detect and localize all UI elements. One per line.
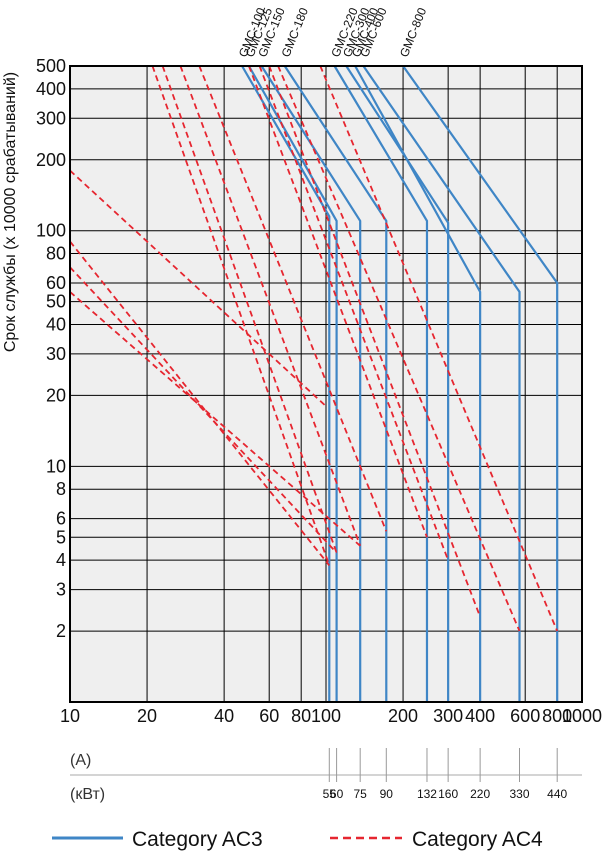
ac3-curve-gmc-800 <box>402 65 559 702</box>
x-tick-label: 800 <box>542 706 572 726</box>
y-tick-label: 10 <box>46 456 66 476</box>
ac4-curve-lower-1 <box>69 169 327 407</box>
ac3-curve-gmc-125 <box>247 65 338 702</box>
x-tick-label: 300 <box>433 706 463 726</box>
x-tick-label: 40 <box>214 706 234 726</box>
kw-tick-label: 90 <box>380 787 394 801</box>
ac4-curve-upper-gmc-125 <box>161 65 338 554</box>
x-tick-label: 80 <box>291 706 311 726</box>
kw-tick-label: 75 <box>354 787 368 801</box>
current-scale-label-kw: (кВт) <box>70 786 105 803</box>
y-axis-label: Срок службы (x 10000 срабатываний) <box>2 72 19 352</box>
y-tick-label: 200 <box>36 150 66 170</box>
ac3-curve-gmc-400 <box>354 65 482 702</box>
x-tick-label: 60 <box>259 706 279 726</box>
kw-tick-label: 160 <box>438 787 458 801</box>
y-tick-label: 100 <box>36 221 66 241</box>
ac4-curve-upper-gmc-300 <box>258 65 449 561</box>
kw-tick-label: 132 <box>417 787 437 801</box>
x-tick-label: 200 <box>388 706 418 726</box>
kw-tick-label: 440 <box>547 787 567 801</box>
ac4-curve-upper-gmc-800 <box>319 65 559 632</box>
y-tick-label: 60 <box>46 273 66 293</box>
ac4-curve-lower-3 <box>69 266 338 554</box>
ac4-curve-upper-gmc-600 <box>277 65 521 632</box>
kw-tick-label: 60 <box>330 787 344 801</box>
x-tick-label: 400 <box>465 706 495 726</box>
y-tick-label: 5 <box>56 527 66 547</box>
kw-tick-label: 55 <box>323 787 337 801</box>
y-tick-label: 8 <box>56 479 66 499</box>
x-tick-label: 20 <box>137 706 157 726</box>
ac4-curve-upper-gmc-220 <box>248 65 428 538</box>
y-tick-label: 50 <box>46 292 66 312</box>
ac3-curve-gmc-220 <box>333 65 429 702</box>
y-tick-label: 4 <box>56 550 66 570</box>
ac4-curve-upper-gmc-100 <box>151 65 331 566</box>
legend: Category AC3 Category AC4 <box>52 828 543 851</box>
legend-ac4-label: Category AC4 <box>412 828 543 851</box>
y-tick-label: 400 <box>36 79 66 99</box>
ac3-curve-gmc-180 <box>283 65 388 702</box>
y-tick-label: 500 <box>36 56 66 76</box>
curves-layer <box>69 65 559 702</box>
ac3-curve-gmc-600 <box>362 65 521 702</box>
kw-tick-label: 330 <box>509 787 529 801</box>
x-tick-label: 10 <box>60 706 80 726</box>
y-tick-label: 3 <box>56 580 66 600</box>
y-tick-label: 6 <box>56 509 66 529</box>
y-tick-label: 80 <box>46 244 66 264</box>
x-tick-label: 600 <box>510 706 540 726</box>
ac3-curve-gmc-150 <box>260 65 362 702</box>
x-tick-label: 1000 <box>562 706 602 726</box>
ac3-curve-gmc-100 <box>241 65 331 702</box>
current-scale-label-a: (A) <box>70 752 91 769</box>
kw-tick-label: 220 <box>470 787 490 801</box>
legend-ac3-label: Category AC3 <box>132 828 263 851</box>
plot-frame <box>69 65 583 703</box>
ac4-curve-upper-gmc-400 <box>268 65 481 618</box>
y-tick-label: 300 <box>36 108 66 128</box>
ac4-curve-lower-4 <box>69 291 361 547</box>
ac4-curve-upper-gmc-180 <box>198 65 388 532</box>
x-tick-label: 100 <box>311 706 341 726</box>
ac4-curve-lower-2 <box>69 240 330 566</box>
y-tick-label: 30 <box>46 344 66 364</box>
y-tick-label: 40 <box>46 314 66 334</box>
ac3-curve-gmc-300 <box>345 65 450 702</box>
y-tick-label: 20 <box>46 385 66 405</box>
model-label-gmc-800: GMC-800 <box>397 5 430 59</box>
ac4-curve-upper-gmc-150 <box>179 65 362 547</box>
y-tick-label: 2 <box>56 621 66 641</box>
